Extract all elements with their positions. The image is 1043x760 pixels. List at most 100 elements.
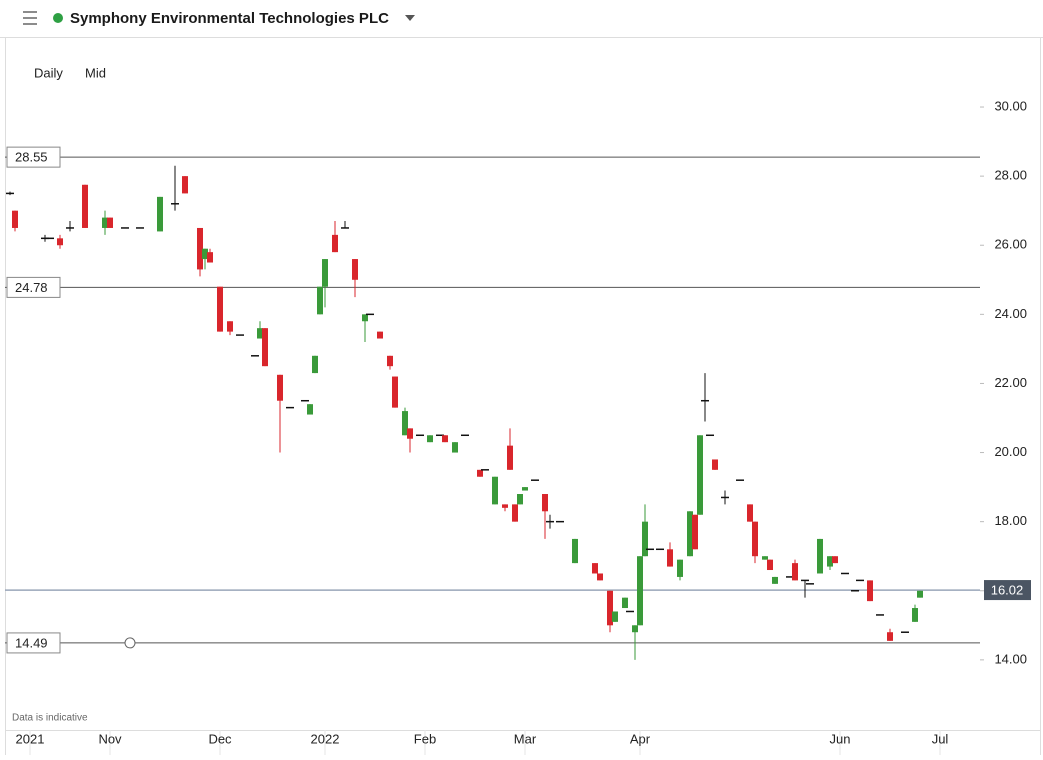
candle-body [82,184,88,228]
candle-body [257,328,263,339]
header-bar [0,0,1043,37]
candle-body [592,563,598,574]
current-price-box [984,580,1031,601]
y-tick-label: 24.00 [994,306,1027,321]
candle-body [747,504,753,522]
disclaimer: Data is indicative [12,713,88,724]
y-tick-label: 26.00 [994,237,1027,252]
x-tick-label: 2022 [311,731,340,746]
x-tick-label: Dec [208,731,232,746]
level-label-box [6,632,61,654]
x-tick-label: Jun [830,731,851,746]
candle-body [792,563,798,581]
candle-body [712,459,718,470]
candle-body [307,404,313,415]
x-tick-label: Jul [932,731,949,746]
candle-body [622,597,628,609]
candle-body [377,331,383,339]
candle-body [507,445,513,470]
level-label-box [6,146,61,168]
candle-body [832,556,838,564]
y-tick-label: 18.00 [994,513,1027,528]
x-tick-label: Feb [414,731,436,746]
candle-body [687,511,693,557]
x-tick-label: Mar [514,731,537,746]
candle-body [697,435,703,515]
candle-body [12,210,18,228]
candle-body [772,576,778,584]
y-tick-label: 14.00 [994,651,1027,666]
candle-body [607,590,613,626]
candle-body [217,286,223,332]
candle-body [227,321,233,332]
candle-body [107,217,113,228]
y-tick-label: 20.00 [994,444,1027,459]
candle-body [387,355,393,367]
candle-body [612,611,618,622]
y-tick-label: 30.00 [994,98,1027,113]
price-type-button[interactable]: Mid [85,65,106,80]
menu-icon[interactable] [23,11,37,25]
level-label-box [6,276,61,298]
candle-body [692,514,698,550]
dropdown-caret[interactable] [405,15,415,21]
candle-body [207,252,213,263]
candle-body [827,556,833,567]
candle-body [57,238,63,246]
candle-body [677,559,683,577]
level-handle [124,637,136,649]
candle-body [317,286,323,315]
candle-body [762,556,768,560]
y-tick-label: 28.00 [994,168,1027,183]
candle-body [262,328,268,367]
candle-body [502,504,508,508]
candle-body [512,504,518,522]
candle-body [477,469,483,477]
candle-body [542,494,548,512]
candle-body [597,573,603,581]
candle-body [322,259,328,287]
level-label: 28.55 [15,150,48,165]
candle-body [332,234,338,253]
candle-body [452,442,458,453]
candle-body [917,590,923,598]
candle-body [667,549,673,567]
current-price-label: 16.02 [991,583,1024,598]
candle-body [277,374,283,401]
candle-body [817,538,823,574]
candle-body [442,435,448,443]
candle-body [182,176,188,194]
candle-body [517,494,523,505]
candle-body [157,196,163,232]
candle-body [492,476,498,505]
candle-body [407,428,413,439]
level-label: 14.49 [15,635,48,650]
candle-body [752,521,758,557]
candle-body [572,538,578,564]
interval-button[interactable]: Daily [34,65,63,80]
candle-body [102,217,108,228]
candle-body [632,625,638,633]
x-tick-label: Apr [630,731,651,746]
candle-body [352,259,358,280]
status-dot [53,13,63,23]
candle-body [522,487,528,491]
level-label: 24.78 [15,280,48,295]
candle-body [637,556,643,626]
candle-body [392,376,398,408]
candle-body [887,632,893,641]
x-tick-label: Nov [98,731,122,746]
candle-body [197,227,203,270]
candle-body [362,314,368,322]
candle-body [402,411,408,436]
y-tick-label: 22.00 [994,375,1027,390]
instrument-title[interactable]: Symphony Environmental Technologies PLC [70,10,389,27]
candle-body [912,608,918,622]
candle-body [312,355,318,374]
x-tick-label: 2021 [16,731,45,746]
candle-body [867,580,873,602]
candle-body [767,559,773,571]
candle-body [202,248,208,260]
